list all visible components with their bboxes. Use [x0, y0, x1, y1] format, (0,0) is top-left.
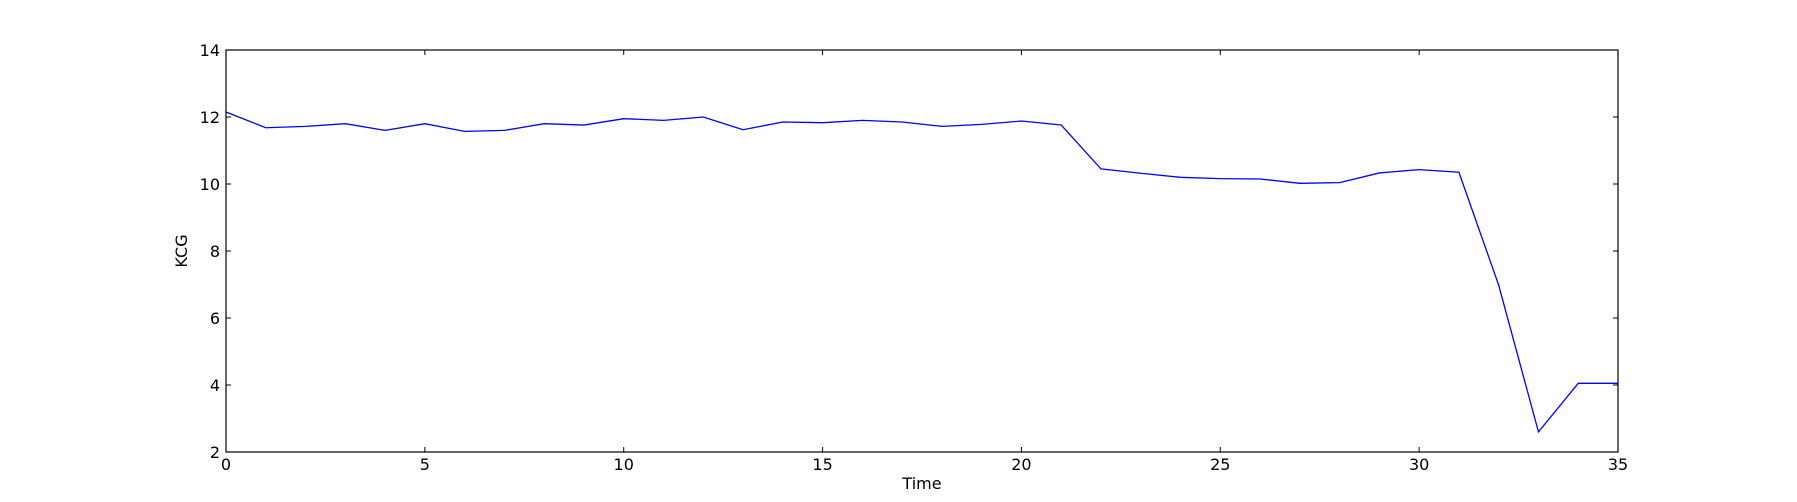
y-axis-title: KCG: [172, 234, 191, 267]
x-tick-label: 0: [221, 455, 231, 474]
x-tick-label: 30: [1409, 455, 1429, 474]
x-tick-label: 15: [812, 455, 832, 474]
y-tick-label: 14: [200, 41, 220, 60]
x-tick-label: 5: [420, 455, 430, 474]
x-tick-label: 20: [1011, 455, 1031, 474]
y-tick-label: 8: [210, 242, 220, 261]
series-line: [225, 111, 1618, 434]
y-tick-label: 4: [210, 376, 220, 395]
ticks-layer: 0 5 10 15 20 25 30 35 2 4 6 8 10 12 14: [200, 41, 1629, 474]
x-tick-label: 10: [614, 455, 634, 474]
x-axis-title: Time: [901, 474, 941, 493]
y-tick-label: 12: [200, 108, 220, 127]
y-tick-label: 6: [210, 309, 220, 328]
x-tick-label: 35: [1608, 455, 1628, 474]
y-tick-label: 2: [210, 443, 220, 462]
x-tick-label: 25: [1210, 455, 1230, 474]
series-layer: [225, 111, 1618, 434]
y-tick-label: 10: [200, 175, 220, 194]
plot-frame: [225, 49, 1619, 453]
